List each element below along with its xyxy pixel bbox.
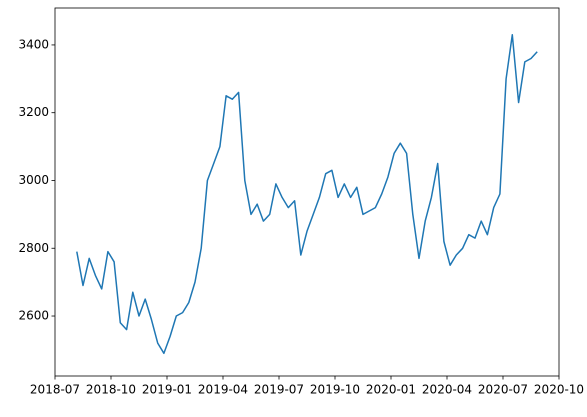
y-tick-label: 2800 [18,241,49,255]
y-tick-label: 2600 [18,309,49,323]
x-tick-label: 2020-04 [422,383,472,397]
line-series [76,34,538,355]
x-tick-label: 2020-07 [478,383,528,397]
plot-frame [54,7,560,377]
x-tick-label: 2020-10 [534,383,584,397]
y-tick-label: 3000 [18,173,49,187]
x-tick-label: 2020-01 [366,383,416,397]
y-tick-label: 3400 [18,37,49,51]
x-tick-label: 2019-04 [198,383,248,397]
x-tick-label: 2019-01 [142,383,192,397]
x-tick-label: 2018-10 [86,383,136,397]
x-tick-label: 2019-07 [254,383,304,397]
y-tick-label: 3200 [18,105,49,119]
x-tick-label: 2018-07 [30,383,80,397]
x-tick-label: 2019-10 [310,383,360,397]
